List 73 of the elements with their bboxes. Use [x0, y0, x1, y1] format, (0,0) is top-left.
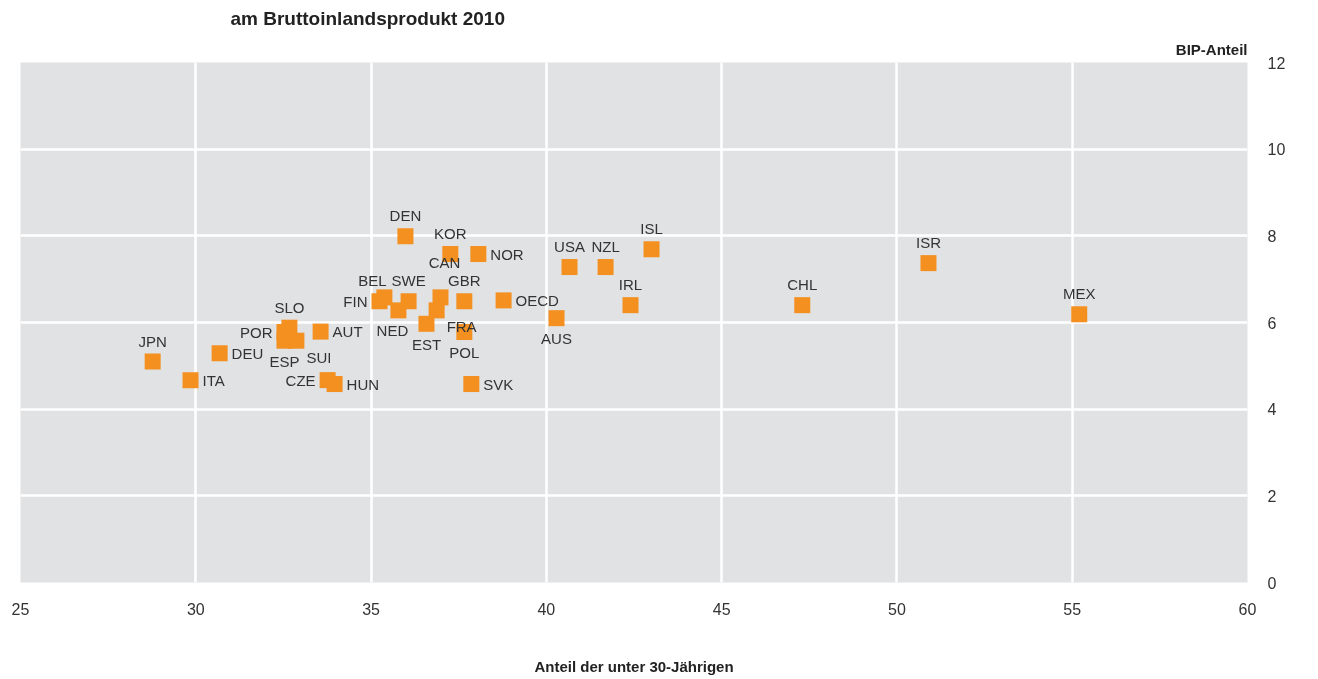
- annotation: IRL: [618, 276, 643, 294]
- point: [390, 302, 407, 319]
- annotation: MEX: [1062, 285, 1096, 303]
- x-axis-title: Anteil der unter 30-Jährigen: [534, 657, 734, 675]
- point: [548, 310, 565, 327]
- y-tick-label: 2: [1267, 487, 1277, 505]
- point: [1071, 306, 1088, 323]
- annotation: CAN: [428, 254, 461, 272]
- point: [920, 255, 937, 272]
- x-tick-label: 45: [712, 600, 731, 618]
- x-tick-label: 50: [888, 600, 906, 618]
- annotation: BEL: [358, 272, 387, 290]
- point: [376, 289, 393, 306]
- x-tick-label: 30: [186, 600, 205, 618]
- y-tick-label: 6: [1267, 314, 1277, 332]
- point: [312, 323, 329, 340]
- annotation: SUI: [306, 348, 332, 366]
- y-tick-label: 4: [1267, 401, 1277, 419]
- point: [470, 246, 487, 263]
- point: [463, 376, 480, 393]
- annotation: HUN: [346, 375, 380, 393]
- y-tick-label: 10: [1267, 141, 1286, 159]
- point: [144, 353, 161, 370]
- point: [622, 297, 639, 314]
- point: [561, 259, 578, 276]
- annotation: GBR: [448, 272, 481, 290]
- y-tick-label: 8: [1267, 227, 1277, 245]
- point: [326, 376, 343, 393]
- y-axis-title: BIP-Anteil: [1175, 40, 1248, 58]
- annotation: ISL: [640, 220, 663, 238]
- y-tick-label: 0: [1267, 574, 1277, 592]
- annotation: SLO: [274, 298, 305, 316]
- point: [643, 241, 660, 258]
- annotation: ESP: [269, 352, 300, 370]
- annotation: AUS: [541, 330, 572, 348]
- annotation: FRA: [446, 318, 477, 336]
- annotation: KOR: [434, 225, 467, 243]
- annotation: FIN: [343, 292, 368, 310]
- annotation: POL: [449, 344, 480, 362]
- x-tick-label: 60: [1238, 600, 1257, 618]
- point: [288, 332, 305, 349]
- annotation: DEN: [389, 207, 422, 225]
- annotation: NZL: [591, 238, 620, 256]
- annotation: SWE: [391, 272, 426, 290]
- annotation: USA: [554, 238, 585, 256]
- annotation: NOR: [490, 245, 524, 263]
- y-tick-label: 12: [1267, 54, 1286, 72]
- x-tick-label: 40: [537, 600, 556, 618]
- x-tick-label: 55: [1063, 600, 1082, 618]
- point: [794, 297, 811, 314]
- point: [495, 292, 512, 309]
- annotation: NED: [376, 322, 409, 340]
- point: [182, 372, 199, 389]
- chart-title: am Bruttoinlandsprodukt 2010: [230, 7, 505, 29]
- point: [456, 293, 473, 310]
- annotation: POR: [239, 323, 273, 341]
- point: [211, 345, 228, 362]
- annotation: EST: [411, 335, 442, 353]
- annotation: SVK: [483, 375, 514, 393]
- point: [418, 315, 435, 332]
- annotation: AUT: [332, 323, 363, 341]
- annotation: CHL: [787, 276, 818, 294]
- annotation: ITA: [202, 371, 225, 389]
- x-tick-label: 25: [11, 600, 30, 618]
- point: [397, 228, 414, 245]
- annotation: CZE: [285, 371, 316, 389]
- point: [428, 302, 445, 319]
- x-tick-label: 35: [362, 600, 381, 618]
- point: [597, 259, 614, 276]
- annotation: JPN: [138, 332, 167, 350]
- annotation: OECD: [515, 291, 560, 309]
- annotation: DEU: [231, 344, 264, 362]
- annotation: ISR: [915, 234, 942, 252]
